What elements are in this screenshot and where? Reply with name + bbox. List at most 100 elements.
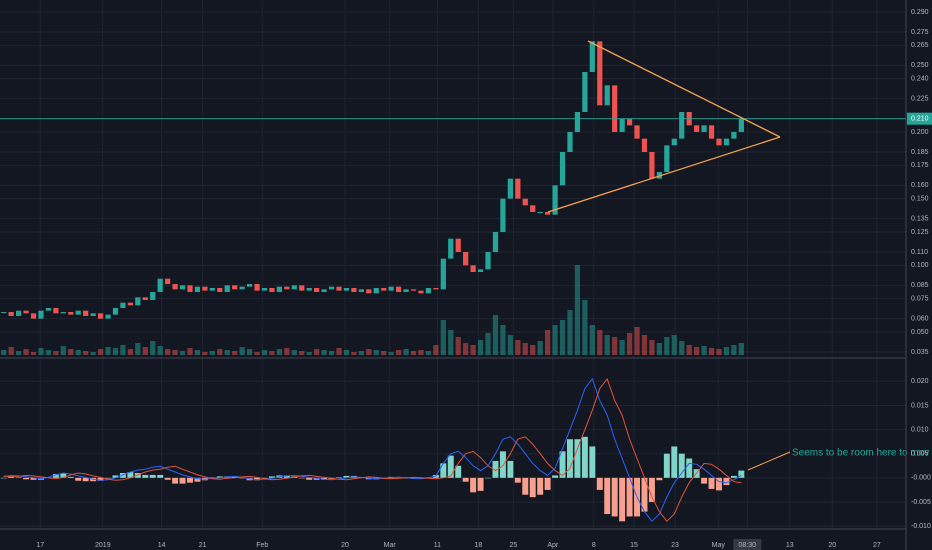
trendline-lower: [547, 136, 781, 213]
candle: [358, 289, 364, 292]
x-tick-label: Mar: [384, 542, 397, 549]
candle: [202, 286, 208, 291]
y-tick-label: 0.175: [911, 162, 929, 169]
volume-bar: [172, 350, 178, 355]
macd-histogram: [119, 473, 126, 478]
macd-histogram: [559, 451, 566, 478]
volume-bar: [112, 348, 119, 355]
candle: [589, 41, 595, 72]
candle: [582, 72, 588, 112]
macd-histogram: [470, 477, 477, 493]
candle: [574, 112, 581, 132]
candle: [306, 288, 312, 291]
volume-bar: [463, 343, 469, 355]
candle: [671, 138, 677, 146]
macd-histogram: [8, 476, 15, 478]
macd-histogram: [187, 477, 193, 483]
volume-bar: [626, 333, 633, 355]
candle: [448, 238, 454, 259]
volume-bar: [641, 335, 648, 355]
x-tick-label: May: [712, 542, 726, 549]
candle: [314, 288, 320, 292]
candle: [679, 112, 685, 139]
macd-histogram: [134, 473, 141, 478]
candle: [217, 288, 223, 292]
volume-bar: [150, 341, 156, 355]
volume-bar: [194, 350, 201, 355]
candle: [634, 125, 640, 139]
candle: [83, 310, 89, 316]
volume-bar: [597, 330, 603, 355]
volume-bar: [664, 337, 670, 355]
candle: [545, 212, 551, 215]
macd-histogram: [336, 477, 342, 478]
candle: [738, 118, 744, 132]
macd-histogram: [30, 477, 37, 480]
x-tick-label: 14: [158, 542, 166, 549]
macd-histogram: [641, 477, 648, 512]
y-tick-label: 0.125: [911, 229, 929, 236]
volume-bar: [477, 340, 484, 355]
volume-bar: [649, 340, 655, 355]
volume-bar: [671, 335, 677, 355]
volume-bar: [16, 351, 22, 355]
macd-histogram: [663, 453, 670, 478]
macd-histogram: [82, 477, 89, 482]
candle: [172, 284, 178, 290]
candle: [626, 118, 633, 126]
y-tick-label: 0.150: [911, 196, 929, 203]
macd-histogram: [462, 477, 469, 482]
volume-bar: [351, 352, 357, 355]
volume-bar: [396, 350, 402, 355]
volume-bar: [507, 335, 513, 355]
x-tick-label: 11: [434, 542, 441, 549]
candle: [343, 288, 350, 291]
x-tick-label: Feb: [256, 542, 268, 549]
macd-histogram: [172, 477, 179, 484]
x-tick-label: 15: [630, 542, 638, 549]
candle: [373, 288, 379, 294]
volume-bar: [269, 351, 275, 355]
candle: [38, 310, 44, 319]
volume-bar: [246, 349, 253, 355]
volume-bar: [358, 351, 364, 355]
volume-bar: [694, 347, 700, 355]
x-tick-label: 2019: [95, 542, 111, 549]
candle: [351, 288, 357, 292]
macd-tick-label: 0.015: [911, 402, 929, 409]
candle: [641, 138, 648, 152]
macd-histogram: [15, 477, 22, 478]
macd-histogram: [440, 463, 447, 478]
macd-histogram: [343, 475, 350, 478]
macd-histogram: [261, 477, 268, 479]
volume-bar: [127, 349, 133, 355]
volume-bar: [217, 349, 223, 355]
volume-bar: [425, 351, 432, 355]
x-tick-label: 25: [509, 542, 517, 549]
y-tick-label: 0.060: [911, 316, 929, 323]
x-tick-label: 18: [474, 542, 482, 549]
candle: [135, 297, 141, 306]
y-tick-label: 0.225: [911, 96, 929, 103]
volume-bar: [366, 349, 372, 355]
volume-bar: [8, 347, 14, 355]
candle: [485, 252, 491, 270]
candle: [276, 286, 283, 292]
candle: [396, 286, 402, 292]
candle: [567, 132, 573, 152]
macd-histogram: [60, 473, 67, 478]
y-tick-label: 0.110: [911, 249, 928, 256]
x-tick-label: 21: [199, 542, 207, 549]
macd-histogram: [514, 477, 521, 483]
last-price-label: 0.210: [911, 116, 929, 123]
volume-bar: [232, 351, 238, 355]
macd-histogram: [678, 453, 685, 478]
volume-bar: [38, 348, 44, 355]
macd-histogram: [537, 477, 544, 495]
candle: [23, 310, 29, 314]
volume-bar: [90, 352, 96, 355]
volume-bar: [574, 265, 581, 355]
volume-bar: [679, 341, 685, 355]
